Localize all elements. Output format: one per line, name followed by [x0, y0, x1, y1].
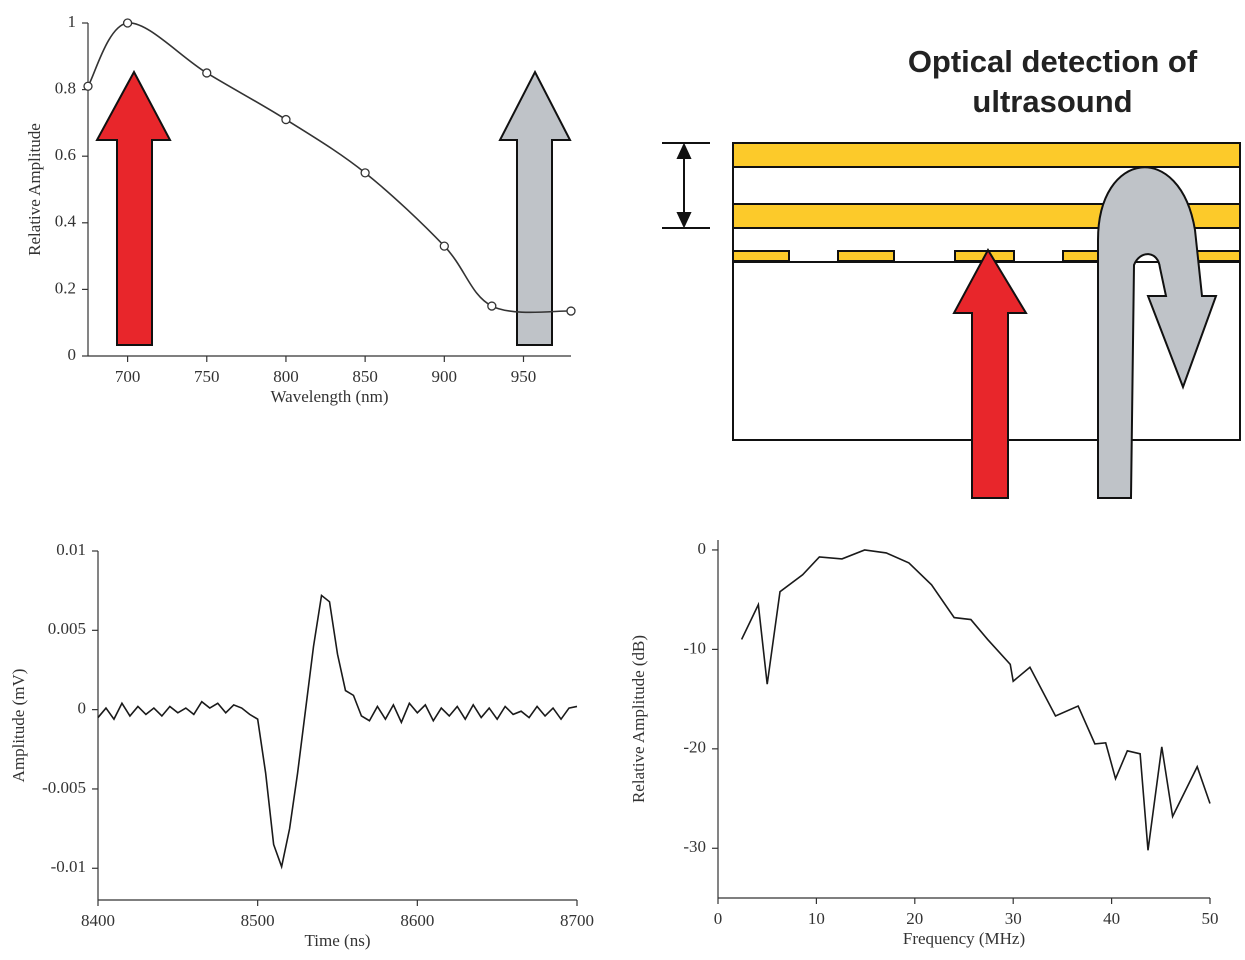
x-tick-label: 0 [714, 909, 723, 928]
data-line [97, 593, 578, 870]
y-axis-label: Relative Amplitude [25, 123, 44, 256]
y-axis-label: Amplitude (mV) [9, 669, 28, 783]
x-tick-label: 8600 [400, 911, 434, 930]
data-point [122, 18, 133, 28]
x-tick-label: 50 [1202, 909, 1219, 928]
data-point [487, 301, 497, 311]
reflected-arrow [1097, 166, 1218, 499]
y-tick-label: 0 [68, 345, 77, 364]
x-tick-label: 20 [906, 909, 923, 928]
x-tick-label: 850 [352, 367, 378, 386]
data-line [740, 549, 1211, 851]
x-tick-label: 700 [115, 367, 141, 386]
y-tick-label: 0 [698, 539, 707, 558]
y-tick-label: 0.005 [48, 619, 86, 638]
layer [732, 142, 1241, 168]
data-line [87, 22, 572, 314]
y-tick-label: 0.8 [55, 79, 76, 98]
x-tick-label: 950 [511, 367, 537, 386]
data-point [360, 168, 370, 178]
light-arrow [952, 247, 1028, 499]
y-axis-label: Relative Amplitude (dB) [629, 635, 648, 803]
data-point [439, 241, 449, 251]
light-arrow [95, 69, 172, 346]
x-tick-label: 800 [273, 367, 299, 386]
x-tick-label: 750 [194, 367, 220, 386]
y-tick-label: -0.005 [42, 778, 86, 797]
y-tick-label: -0.01 [51, 857, 86, 876]
diagram [95, 69, 1241, 499]
x-axis-label: Wavelength (nm) [270, 387, 388, 406]
y-tick-label: 0.6 [55, 145, 76, 164]
x-tick-label: 40 [1103, 909, 1120, 928]
x-axis-label: Time (ns) [305, 931, 371, 950]
x-tick-label: 10 [808, 909, 825, 928]
x-tick-label: 8500 [241, 911, 275, 930]
y-tick-label: -10 [683, 638, 706, 657]
x-axis-label: Frequency (MHz) [903, 929, 1025, 948]
data-point [83, 81, 93, 91]
y-tick-label: 1 [68, 12, 77, 31]
probe-arrow [498, 69, 572, 346]
x-tick-label: 900 [432, 367, 458, 386]
diagram-title: Optical detection of ultrasound [907, 44, 1198, 119]
y-tick-label: 0.01 [56, 540, 86, 559]
y-tick-label: -20 [683, 738, 706, 757]
data-point [281, 114, 291, 125]
data-point [566, 306, 576, 316]
x-tick-label: 8400 [81, 911, 115, 930]
y-tick-label: 0 [78, 699, 87, 718]
x-tick-label: 30 [1005, 909, 1022, 928]
y-tick-label: 0.2 [55, 278, 76, 297]
y-tick-label: -30 [683, 837, 706, 856]
data-point [202, 68, 212, 78]
electrode [732, 250, 790, 262]
dimension-arrow [676, 142, 692, 229]
x-tick-label: 8700 [560, 911, 594, 930]
electrode [837, 250, 895, 262]
y-tick-label: 0.4 [55, 212, 77, 231]
